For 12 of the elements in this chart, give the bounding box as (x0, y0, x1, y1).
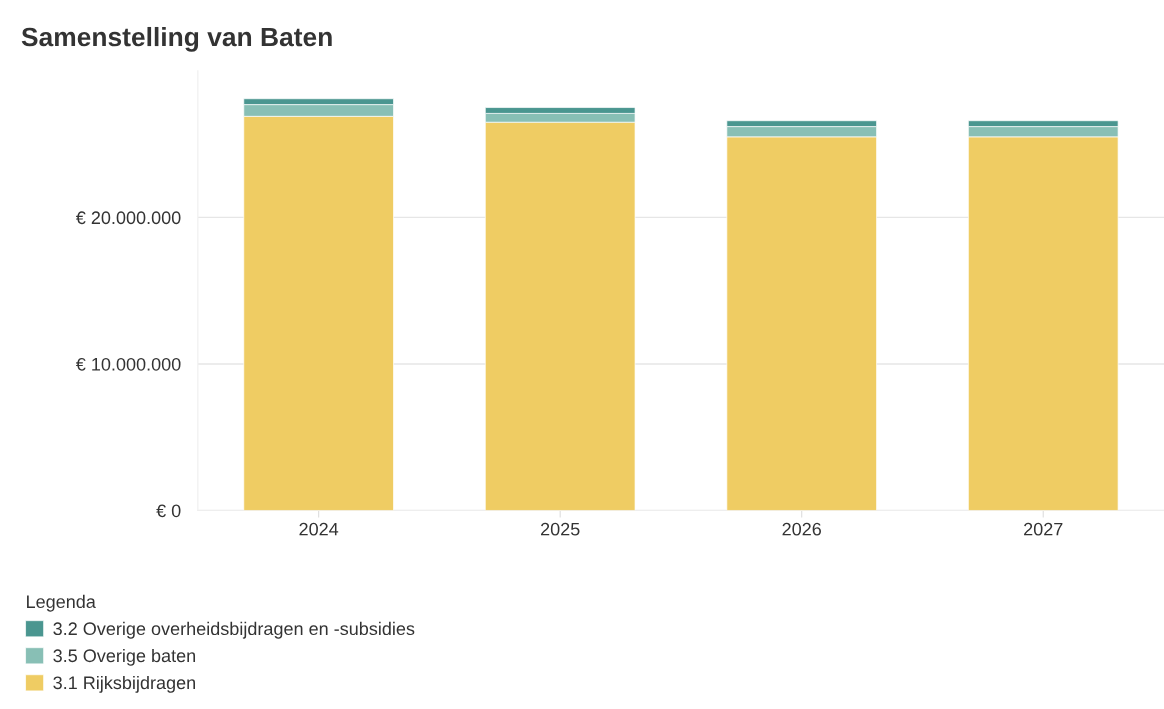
x-tick-label: 2024 (299, 522, 339, 536)
y-tick-label: € 10.000.000 (75, 357, 181, 371)
x-tick-label: 2027 (1024, 522, 1063, 536)
y-tick-label: € 20.000.000 (75, 211, 181, 225)
legend-title: Legenda (27, 594, 96, 612)
chart-title: Samenstelling van Baten (21, 26, 332, 52)
x-tick-label: 2026 (782, 522, 821, 536)
legend-label: 3.1 Rijksbijdragen (53, 675, 195, 693)
legend-label: 3.5 Overige baten (53, 648, 196, 666)
y-tick-label: € 0 (156, 504, 181, 518)
legend-label: 3.2 Overige overheidsbijdragen en -subsidies (53, 621, 415, 639)
x-tick-label: 2025 (541, 522, 580, 536)
